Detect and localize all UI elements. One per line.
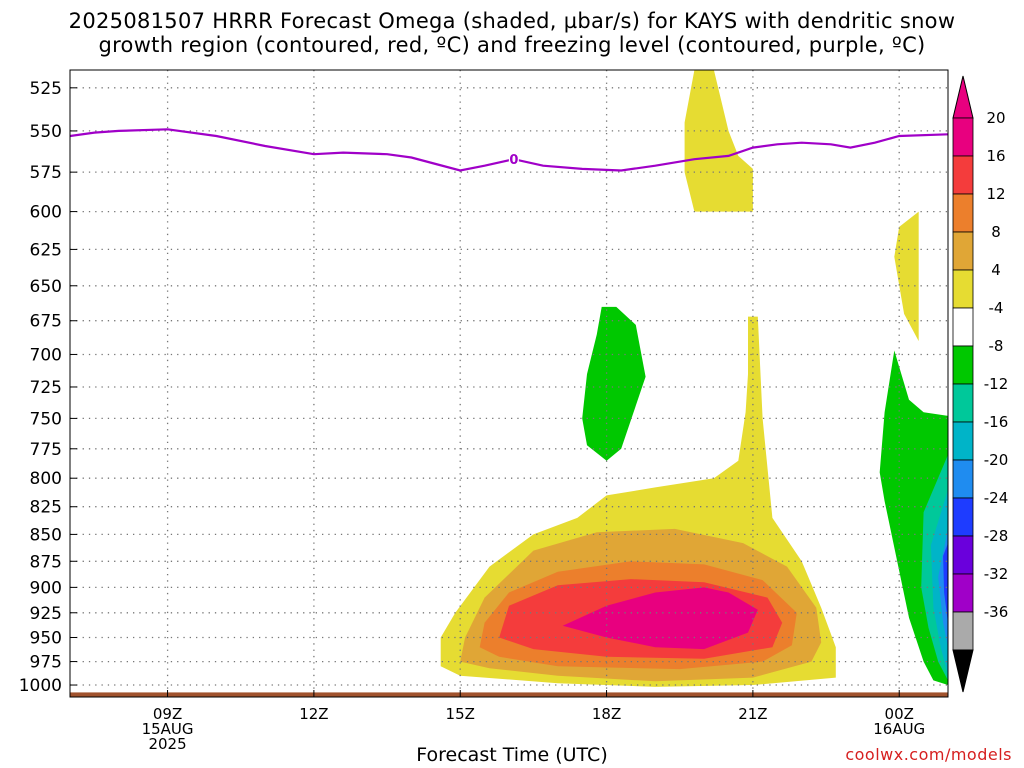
x-tick-label-15AUG: 15AUG [142,720,194,738]
colorbar-bottom-arrow [952,649,974,693]
y-tick-label-725: 725 [30,378,62,398]
freezing-level-label-bg [508,152,519,166]
x-tick-label-2025: 2025 [148,735,186,753]
y-tick-label-525: 525 [30,79,62,99]
freezing-level-label: 0 [509,153,518,168]
x-tick-label-09Z: 09Z [153,705,182,723]
colorbar: 20 16 12 8 4 -4 -8 -12 -16 -20 -24 -28 -32 -36 [952,75,1009,693]
colorbar-swatch-8 [952,421,974,461]
x-tick-label-16AUG: 16AUG [873,720,925,738]
chart-title-line-1: 2025081507 HRRR Forecast Omega (shaded, … [68,9,956,33]
colorbar-swatch-1 [952,155,974,195]
y-tick-label-575: 575 [30,163,62,183]
colorbar-swatch-10 [952,497,974,537]
y-tick-label-700: 700 [30,345,62,365]
y-tick-label-750: 750 [30,409,62,429]
y-tick-label-625: 625 [30,240,62,260]
y-tick-label-775: 775 [30,440,62,460]
omega-region-7 [562,587,758,650]
grid-lines [70,70,948,697]
x-axis-title: Forecast Time (UTC) [416,744,608,766]
watermark: coolwx.com/models [845,745,1012,764]
omega-region-12 [943,543,948,623]
omega-shaded-regions [440,70,948,687]
colorbar-swatch-3 [952,231,974,271]
y-tick-label-1000: 1000 [19,676,62,696]
colorbar-label-6: -8 [989,337,1004,355]
omega-region-0 [684,70,753,212]
omega-region-1 [894,211,919,342]
colorbar-swatch-9 [952,459,974,499]
omega-region-2 [582,306,646,461]
colorbar-label-2: 12 [986,185,1005,203]
colorbar-swatch-6 [952,345,974,385]
colorbar-label-0: 20 [986,109,1005,127]
y-tick-label-975: 975 [30,653,62,673]
y-tick-label-900: 900 [30,578,62,598]
y-tick-label-950: 950 [30,628,62,648]
colorbar-swatch-12 [952,573,974,613]
x-tick-label-00Z: 00Z [885,705,914,723]
colorbar-label-5: -4 [989,299,1004,317]
colorbar-swatch-0 [952,117,974,157]
y-tick-label-825: 825 [30,498,62,518]
colorbar-label-11: -28 [984,527,1009,545]
colorbar-label-3: 8 [991,223,1001,241]
colorbar-label-12: -32 [984,565,1009,583]
y-tick-label-925: 925 [30,604,62,624]
colorbar-label-13: -36 [984,603,1009,621]
freezing-level-line [70,128,948,172]
y-tick-label-850: 850 [30,525,62,545]
colorbar-label-7: -12 [984,375,1009,393]
colorbar-swatch-5 [952,307,974,347]
surface-ground [70,692,948,697]
x-tick-label-12Z: 12Z [299,705,328,723]
y-tick-label-600: 600 [30,203,62,223]
x-tick-label-21Z: 21Z [738,705,767,723]
y-tick-label-550: 550 [30,122,62,142]
colorbar-swatch-4 [952,269,974,309]
colorbar-label-1: 16 [986,147,1005,165]
x-tick-label-18Z: 18Z [592,705,621,723]
surface-band [70,692,948,697]
plot-frame [69,69,949,698]
colorbar-label-8: -16 [984,413,1009,431]
colorbar-swatch-13 [952,611,974,651]
y-tick-label-650: 650 [30,277,62,297]
colorbar-label-4: 4 [991,261,1001,279]
colorbar-swatch-2 [952,193,974,233]
colorbar-label-9: -20 [984,451,1009,469]
y-tick-label-800: 800 [30,469,62,489]
y-tick-label-675: 675 [30,312,62,332]
colorbar-swatch-11 [952,535,974,575]
x-tick-label-15Z: 15Z [446,705,475,723]
colorbar-swatch-7 [952,383,974,423]
chart-title-line-2: growth region (contoured, red, ºC) and f… [98,33,926,57]
colorbar-label-10: -24 [984,489,1009,507]
freezing-level-contour: 0 [70,128,948,172]
y-tick-label-875: 875 [30,552,62,572]
y-axis: 525 550 575 600 625 650 675 700 725 750 775 800 825 8… [19,79,77,696]
